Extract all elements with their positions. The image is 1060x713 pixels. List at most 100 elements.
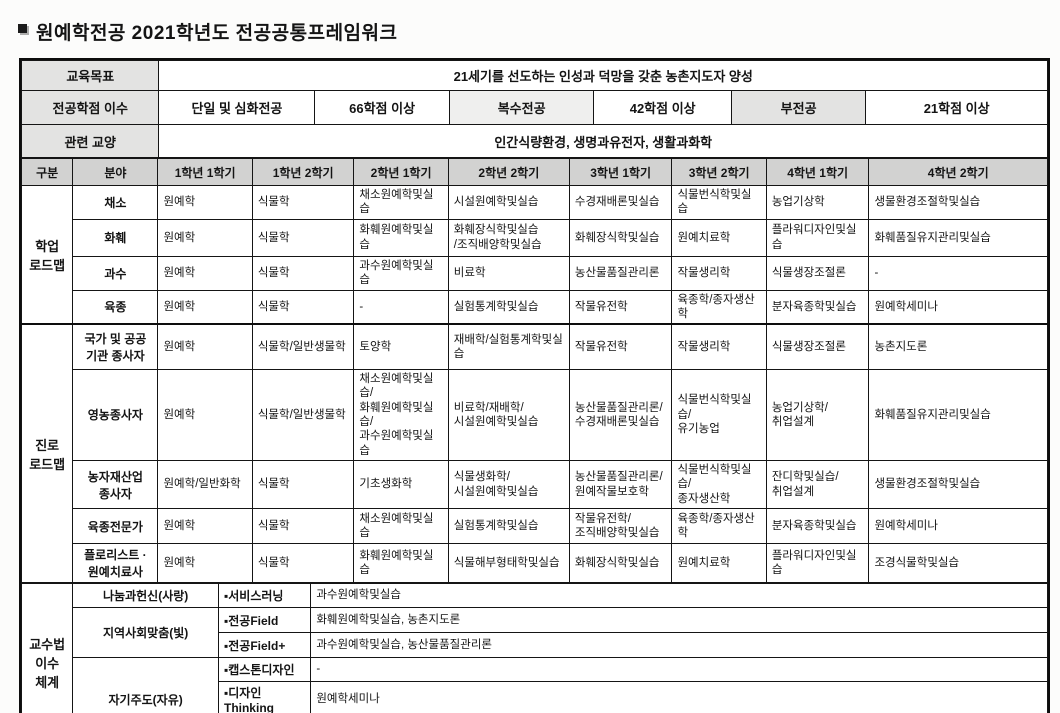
pedagogy-courses: 과수원예학및실습, 농산물품질관리론 xyxy=(310,632,1048,659)
course-cell: 화훼원예학및실습 xyxy=(353,218,449,257)
liberal-label: 관련 교양 xyxy=(20,124,160,158)
pedagogy-method: ▪전공Field+ xyxy=(217,632,312,659)
course-cell: 분자육종학및실습 xyxy=(765,508,870,545)
course-cell: 플라워디자인및실습 xyxy=(765,543,870,584)
course-cell: 원예치료학 xyxy=(671,543,767,584)
course-cell: 채소원예학및실습 xyxy=(353,185,449,220)
course-cell: 원예학 xyxy=(157,255,253,291)
course-cell: 과수원예학및실습 xyxy=(353,255,449,291)
framework-table: 교육목표 21세기를 선도하는 인성과 덕망을 갖춘 농촌지도자 양성 전공학점… xyxy=(19,58,1050,713)
course-cell: 원예학 xyxy=(157,289,253,325)
section-label-pedagogy: 교수법 이수 체계 xyxy=(20,583,74,713)
course-cell: 작물유전학 xyxy=(568,289,673,325)
pedagogy-category: 나눔과헌신(사랑) xyxy=(72,583,219,609)
pedagogy-method: ▪디자인Thinking xyxy=(217,681,312,713)
page-title: 원예학전공 2021학년도 전공공통프레임워크 xyxy=(18,18,398,45)
course-cell: 농산물품질관리론/ 원예작물보호학 xyxy=(568,459,673,510)
course-cell: 원예학 xyxy=(157,185,253,220)
course-cell: 화훼품질유지관리및실습 xyxy=(868,368,1048,462)
course-cell: 원예학 xyxy=(157,368,253,462)
column-header: 구분 xyxy=(20,158,74,186)
column-header: 3학년 1학기 xyxy=(568,158,673,186)
table-row: 육종 원예학 식물학 - 실험통계학및실습 작물유전학 육종학/종자생산학 분자… xyxy=(22,289,1048,325)
table-row: 진로 로드맵 국가 및 공공 기관 종사자 원예학 식물학/일반생물학 토양학 … xyxy=(20,323,1048,584)
field-label: 과수 xyxy=(72,255,159,291)
pedagogy-category: 지역사회맞춤(빛) xyxy=(72,607,219,659)
course-cell: 화훼원예학및실습 xyxy=(353,543,449,584)
pedagogy-courses: 화훼원예학및실습, 농촌지도론 xyxy=(310,607,1048,634)
table-row: 화훼 원예학 식물학 화훼원예학및실습 화훼장식학및실습 /조직배양학및실습 화… xyxy=(22,218,1048,257)
course-cell: 식물생장조절론 xyxy=(765,255,870,291)
course-cell: 비료학/재배학/ 시설원예학및실습 xyxy=(447,368,570,462)
course-cell: 원예학 xyxy=(157,323,253,370)
summary-band: 교육목표 21세기를 선도하는 인성과 덕망을 갖춘 농촌지도자 양성 전공학점… xyxy=(20,60,1048,158)
course-cell: - xyxy=(353,289,449,325)
roadmap-grid: 구분 분야 1학년 1학기 1학년 2학기 2학년 1학기 2학년 2학기 3학… xyxy=(20,158,1048,584)
table-row: 농자재산업 종사자 원예학/일반화학 식물학 기초생화학 식물생화학/ 시설원예… xyxy=(22,459,1048,510)
field-label: 육종 xyxy=(72,289,159,325)
course-cell: 식물생장조절론 xyxy=(765,323,870,370)
course-cell: 시설원예학및실습 xyxy=(447,185,570,220)
field-label: 플로리스트 · 원예치료사 xyxy=(72,543,159,584)
credits-cell: 부전공 xyxy=(730,90,867,125)
course-cell: 작물생리학 xyxy=(671,255,767,291)
pedagogy-courses: 원예학세미나 xyxy=(310,681,1048,713)
course-cell: 생물환경조절학및실습 xyxy=(868,185,1048,220)
credits-cell: 복수전공 xyxy=(448,90,595,125)
course-cell: 식물학 xyxy=(251,508,355,545)
course-cell: 생물환경조절학및실습 xyxy=(868,459,1048,510)
page-title-text: 원예학전공 2021학년도 전공공통프레임워크 xyxy=(36,23,398,44)
course-cell: 식물학/일반생물학 xyxy=(251,323,355,370)
course-cell: 원예치료학 xyxy=(671,218,767,257)
course-cell: 육종학/종자생산학 xyxy=(671,508,767,545)
course-cell: 육종학/종자생산학 xyxy=(671,289,767,325)
course-cell: 농산물품질관리론 xyxy=(568,255,673,291)
course-cell: 조경식물학및실습 xyxy=(868,543,1048,584)
course-cell: 화훼장식학및실습 xyxy=(568,543,673,584)
liberal-value: 인간식량환경, 생명과유전자, 생활과화학 xyxy=(158,124,1048,158)
credits-cell: 66학점 이상 xyxy=(314,90,450,125)
pedagogy-method: ▪캡스톤디자인 xyxy=(217,657,312,683)
course-cell: 식물학 xyxy=(251,218,355,257)
column-header: 2학년 1학기 xyxy=(353,158,449,186)
course-cell: 농산물품질관리론/ 수경재배론및실습 xyxy=(568,368,673,462)
course-cell: 식물학 xyxy=(251,459,355,510)
pedagogy-courses: - xyxy=(310,657,1048,683)
course-cell: 농업기상학/ 취업설계 xyxy=(765,368,870,462)
field-label: 화훼 xyxy=(72,218,159,257)
course-cell: 식물학 xyxy=(251,255,355,291)
title-bullet-icon xyxy=(18,24,27,33)
field-label: 농자재산업 종사자 xyxy=(72,459,159,510)
pedagogy-category: 자기주도(자유) xyxy=(72,657,219,713)
course-cell: 원예학 xyxy=(157,508,253,545)
course-cell: 실험통계학및실습 xyxy=(447,289,570,325)
course-cell: 원예학세미나 xyxy=(868,508,1048,545)
course-cell: 작물유전학/ 조직배양학및실습 xyxy=(568,508,673,545)
course-cell: 원예학/일반화학 xyxy=(157,459,253,510)
table-row: ▪전공Field+ 과수원예학및실습, 농산물품질관리론 xyxy=(22,632,1048,659)
grid-header-row: 구분 분야 1학년 1학기 1학년 2학기 2학년 1학기 2학년 2학기 3학… xyxy=(20,158,1048,186)
column-header: 1학년 2학기 xyxy=(251,158,355,186)
course-cell: 잔디학및실습/ 취업설계 xyxy=(765,459,870,510)
table-row: ▪디자인Thinking 원예학세미나 xyxy=(22,681,1048,713)
credits-label: 전공학점 이수 xyxy=(20,90,160,125)
column-header: 4학년 2학기 xyxy=(868,158,1048,186)
table-row: 지역사회맞춤(빛) ▪전공Field 화훼원예학및실습, 농촌지도론 xyxy=(22,607,1048,659)
pedagogy-courses: 과수원예학및실습 xyxy=(310,583,1048,609)
course-cell: 화훼장식학및실습 /조직배양학및실습 xyxy=(447,218,570,257)
course-cell: 식물학 xyxy=(251,185,355,220)
field-label: 채소 xyxy=(72,185,159,220)
course-cell: 화훼장식학및실습 xyxy=(568,218,673,257)
pedagogy-band: 교수법 이수 체계 나눔과헌신(사랑) ▪서비스러닝 과수원예학및실습 지역사회… xyxy=(20,583,1048,713)
course-cell: 원예학 xyxy=(157,218,253,257)
course-cell: 식물학 xyxy=(251,543,355,584)
table-row: 과수 원예학 식물학 과수원예학및실습 비료학 농산물품질관리론 작물생리학 식… xyxy=(22,255,1048,291)
course-cell: 비료학 xyxy=(447,255,570,291)
edu-goal-value: 21세기를 선도하는 인성과 덕망을 갖춘 농촌지도자 양성 xyxy=(158,60,1048,91)
credits-cell: 단일 및 심화전공 xyxy=(158,90,316,125)
course-cell: 식물학 xyxy=(251,289,355,325)
course-cell: 농업기상학 xyxy=(765,185,870,220)
credits-cell: 42학점 이상 xyxy=(593,90,732,125)
table-row: 영농종사자 원예학 식물학/일반생물학 채소원예학및실습/ 화훼원예학및실습/ … xyxy=(22,368,1048,462)
